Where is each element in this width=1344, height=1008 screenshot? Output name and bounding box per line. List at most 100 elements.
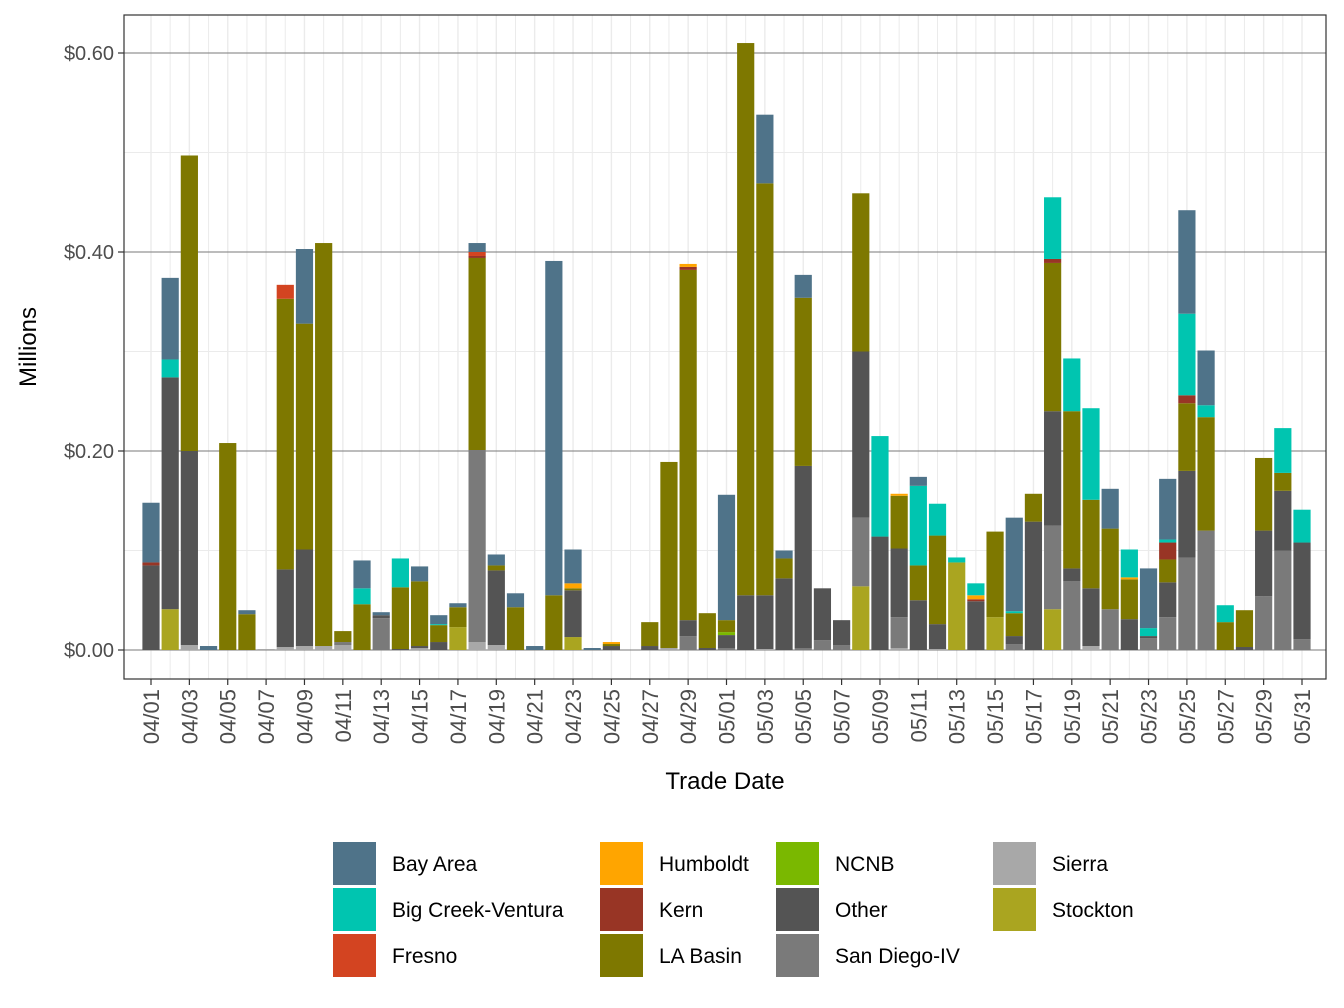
bar-segment-humboldt — [967, 595, 985, 600]
bar-segment-bay-area — [238, 610, 256, 615]
legend-label-ncnb: NCNB — [835, 853, 895, 876]
y-tick-label: $0.20 — [64, 441, 114, 463]
legend-label-humboldt: Humboldt — [659, 853, 749, 876]
bar-segment-stockton — [161, 609, 179, 650]
bar-segment-other — [871, 536, 889, 650]
bar-segment-la-basin — [468, 257, 486, 451]
x-tick-label: 04/09 — [292, 689, 317, 744]
bar-segment-sierra — [890, 648, 908, 650]
bar-segment-other — [142, 565, 160, 650]
bar-segment-san-diego-iv — [1255, 596, 1273, 650]
bar-segment-la-basin — [238, 614, 256, 650]
bar-segment-big-creek-ventura — [430, 624, 448, 626]
bar-stack-05-11 — [909, 476, 927, 650]
legend-item-fresno: Fresno — [333, 934, 457, 977]
legend-label-big-creek-ventura: Big Creek-Ventura — [392, 899, 564, 922]
bar-segment-big-creek-ventura — [1082, 408, 1100, 500]
bar-segment-bay-area — [717, 494, 736, 621]
bar-segment-stockton — [449, 627, 467, 650]
bar-stack-05-05 — [794, 274, 812, 650]
bar-segment-humboldt — [602, 642, 620, 645]
x-tick-label: 05/13 — [945, 689, 970, 744]
bar-segment-bay-area — [794, 274, 812, 298]
bar-segment-stockton — [986, 617, 1004, 650]
bar-segment-la-basin — [1255, 457, 1273, 531]
bar-segment-bay-area — [909, 476, 927, 486]
x-tick-label: 04/03 — [177, 689, 202, 744]
bar-segment-other — [717, 635, 736, 649]
bar-stack-05-01 — [717, 494, 736, 650]
bar-segment-la-basin — [641, 622, 659, 647]
bar-stack-04-23 — [564, 549, 582, 650]
x-tick-label: 05/05 — [791, 689, 816, 744]
bar-segment-big-creek-ventura — [353, 588, 371, 605]
bar-stack-04-11 — [334, 631, 352, 650]
legend-key-sierra — [993, 842, 1036, 885]
bar-stack-04-15 — [410, 566, 429, 650]
bar-stack-05-31 — [1293, 509, 1311, 650]
bar-segment-bay-area — [1139, 568, 1158, 629]
bar-stack-05-17 — [1024, 493, 1043, 650]
bar-segment-la-basin — [1005, 613, 1023, 637]
bar-segment-la-basin — [1197, 417, 1215, 531]
bar-segment-la-basin — [737, 43, 755, 596]
legend-key-ncnb — [776, 842, 819, 885]
bar-stack-05-22 — [1120, 549, 1138, 650]
bar-segment-big-creek-ventura — [928, 503, 947, 536]
bar-segment-la-basin — [487, 565, 505, 571]
bar-segment-sierra — [180, 645, 198, 650]
legend-label-other: Other — [835, 899, 888, 922]
bar-segment-kern — [1178, 395, 1196, 404]
bar-segment-big-creek-ventura — [909, 485, 927, 566]
bar-stacks — [142, 43, 1311, 650]
bar-segment-other — [410, 646, 429, 649]
bar-segment-la-basin — [315, 243, 333, 647]
bar-segment-la-basin — [276, 298, 294, 570]
x-tick-label: 04/27 — [638, 689, 663, 744]
bar-segment-other — [430, 642, 448, 650]
legend-label-la-basin: LA Basin — [659, 945, 742, 968]
bar-segment-la-basin — [506, 607, 525, 650]
bar-stack-05-13 — [948, 557, 966, 650]
bar-stack-04-19 — [487, 554, 505, 650]
bar-segment-la-basin — [986, 531, 1004, 618]
bar-segment-other — [756, 595, 774, 650]
bar-segment-sierra — [487, 645, 505, 650]
x-tick-label: 05/21 — [1098, 689, 1123, 744]
bar-segment-other — [833, 620, 851, 646]
bar-segment-other — [1293, 542, 1311, 640]
legend-label-san-diego-iv: San Diego-IV — [835, 945, 960, 968]
legend-label-sierra: Sierra — [1052, 853, 1108, 876]
bar-segment-la-basin — [1082, 499, 1100, 589]
bar-segment-bay-area — [1005, 517, 1023, 612]
x-tick-label: 05/29 — [1252, 689, 1277, 744]
bar-segment-big-creek-ventura — [871, 436, 889, 537]
bar-segment-humboldt — [564, 583, 582, 589]
bar-segment-sierra — [334, 645, 352, 650]
bar-stack-05-29 — [1255, 457, 1273, 650]
plot-panel-border — [123, 14, 1327, 680]
bar-stack-05-20 — [1082, 408, 1100, 650]
bar-segment-la-basin — [1178, 403, 1196, 471]
bar-segment-other — [775, 578, 793, 650]
legend: Bay Area Big Creek-Ventura Fresno Humboldt K… — [333, 842, 1134, 977]
x-tick-label: 05/01 — [715, 689, 740, 744]
bar-stack-04-09 — [295, 249, 314, 650]
bar-stack-05-07 — [833, 620, 851, 650]
bar-segment-la-basin — [1101, 528, 1119, 610]
bar-segment-la-basin — [353, 604, 371, 650]
bar-stack-04-27 — [641, 622, 659, 650]
bar-segment-big-creek-ventura — [1216, 605, 1234, 623]
bar-segment-bay-area — [1101, 488, 1119, 529]
bar-segment-other — [909, 600, 927, 650]
bar-segment-la-basin — [334, 631, 352, 643]
bar-stack-04-02 — [161, 277, 179, 650]
legend-key-stockton — [993, 888, 1036, 931]
x-tick-label: 04/13 — [369, 689, 394, 744]
bar-segment-bay-area — [775, 550, 793, 559]
bar-stack-04-07 — [257, 649, 275, 650]
bar-segment-humboldt — [679, 263, 697, 267]
bar-segment-kern — [142, 562, 160, 566]
x-tick-label: 04/19 — [484, 689, 509, 744]
